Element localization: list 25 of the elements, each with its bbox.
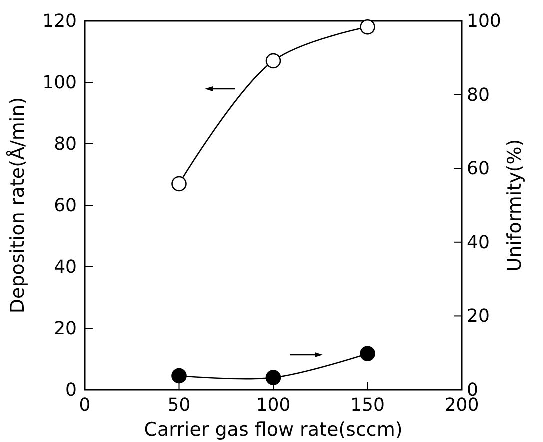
- x-tick-label: 150: [350, 395, 385, 416]
- y-axis-title: Deposition rate(Å/min): [6, 97, 29, 314]
- point: [360, 20, 376, 35]
- x-tick-label: 0: [79, 395, 91, 416]
- y-tick-label: 40: [54, 257, 77, 278]
- point: [360, 346, 376, 362]
- y2-axis-title: Uniformity(%): [504, 139, 526, 272]
- y-tick-label: 0: [66, 380, 77, 401]
- y-tick-label: 20: [54, 318, 77, 340]
- y2-tick-label: 100: [467, 11, 502, 32]
- point: [172, 368, 187, 384]
- point: [266, 53, 282, 69]
- x-axis-title: Carrier gas flow rate(sccm): [144, 419, 403, 441]
- y-tick-label: 100: [42, 72, 77, 94]
- y-tick-label: 80: [54, 134, 77, 155]
- y-tick-label: 60: [54, 196, 77, 216]
- y-tick-label: 120: [42, 11, 77, 32]
- y2-tick-label: 60: [467, 158, 490, 180]
- point: [172, 176, 187, 192]
- y2-tick-label: 80: [467, 84, 490, 106]
- y2-tick-label: 40: [467, 232, 490, 254]
- x-tick-label: 50: [168, 395, 191, 416]
- y2-tick-label: 20: [467, 306, 490, 328]
- point: [266, 370, 282, 386]
- x-tick-label: 100: [256, 395, 291, 416]
